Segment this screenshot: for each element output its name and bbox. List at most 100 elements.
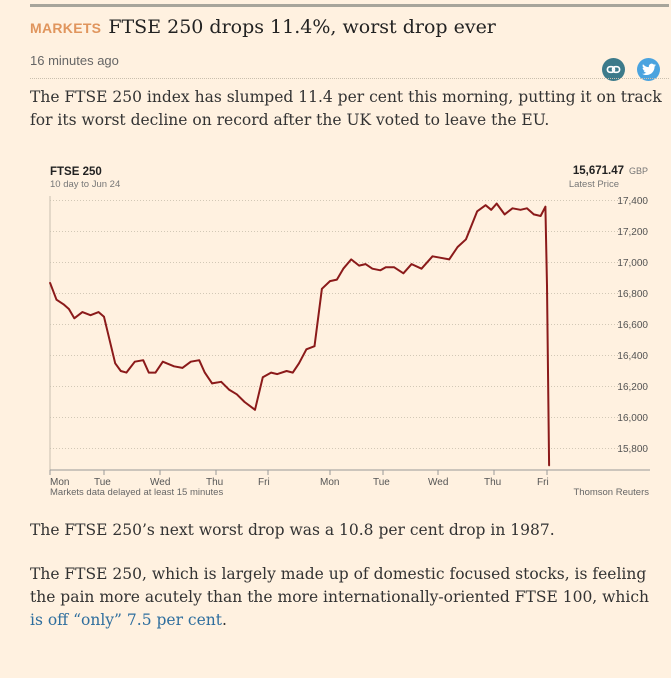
link-icon <box>606 65 621 74</box>
data-point <box>114 362 116 365</box>
data-point <box>448 258 451 261</box>
ftse100-link[interactable]: is off “only” 7.5 per cent <box>30 611 222 629</box>
timestamp: 16 minutes ago <box>30 53 119 68</box>
data-point <box>292 371 294 374</box>
headline-text: FTSE 250 drops 11.4%, worst drop ever <box>108 16 496 38</box>
data-point <box>431 255 434 258</box>
data-point <box>262 376 264 378</box>
data-point <box>298 362 300 365</box>
ftse250-series-line <box>49 202 551 466</box>
data-point <box>358 264 360 267</box>
data-point <box>484 204 487 206</box>
ftse250-chart: 15,800 16,000 16,200 16,400 16,600 16,800 17,0… <box>46 160 650 500</box>
data-point <box>371 267 374 270</box>
header-divider <box>30 78 669 79</box>
x-tick-label: Wed <box>150 477 170 488</box>
latest-price-label: Latest Price <box>569 179 619 190</box>
x-tick-label: Thu <box>484 477 501 488</box>
data-point <box>495 202 498 205</box>
data-point <box>73 317 76 320</box>
data-point <box>190 360 192 363</box>
paragraph-3-text: The FTSE 250, which is largely made up o… <box>30 565 650 606</box>
data-point <box>526 207 528 210</box>
data-point <box>321 288 323 290</box>
x-tick-label: Tue <box>94 477 111 488</box>
x-tick-label: Thu <box>206 477 223 488</box>
paragraph-3: The FTSE 250, which is largely made up o… <box>30 563 666 632</box>
y-tick-label: 17,000 <box>617 258 648 269</box>
x-tick-label: Mon <box>50 477 69 488</box>
data-point <box>198 359 200 361</box>
latest-price-currency: GBP <box>629 166 648 176</box>
data-point <box>89 314 92 316</box>
data-point <box>97 311 100 313</box>
data-point <box>476 210 479 213</box>
section-tag[interactable]: MARKETS <box>30 20 102 36</box>
share-twitter-button[interactable] <box>637 58 660 81</box>
data-point <box>276 373 279 375</box>
data-point <box>236 393 238 396</box>
data-point <box>120 370 122 372</box>
data-point <box>342 267 345 270</box>
data-point <box>68 308 70 310</box>
data-point <box>55 298 58 301</box>
y-tick-label: 16,600 <box>617 320 648 331</box>
data-point <box>548 464 550 467</box>
data-point <box>181 367 184 369</box>
data-point <box>49 281 51 284</box>
y-tick-label: 17,400 <box>617 196 648 207</box>
x-tick-label: Mon <box>320 477 339 488</box>
data-point <box>544 205 547 208</box>
data-point <box>148 371 150 374</box>
chart-subtitle: 10 day to Jun 24 <box>50 179 120 190</box>
y-tick-label: 16,800 <box>617 289 648 300</box>
data-point <box>393 266 395 268</box>
data-point <box>81 311 84 313</box>
data-point <box>336 278 338 281</box>
y-tick-label: 16,400 <box>617 351 648 362</box>
x-tick-label: Wed <box>428 477 448 488</box>
data-point <box>465 238 467 241</box>
data-point <box>154 371 157 374</box>
headline: MARKETS FTSE 250 drops 11.4%, worst drop … <box>30 16 496 38</box>
data-point <box>270 371 272 374</box>
data-point <box>125 371 128 374</box>
share-link-button[interactable] <box>602 58 625 81</box>
data-point <box>539 215 542 217</box>
data-point <box>134 360 136 363</box>
x-tick-label: Fri <box>258 477 270 488</box>
data-point <box>379 269 382 272</box>
data-point <box>204 371 206 374</box>
paragraph-3-end: . <box>222 611 227 629</box>
data-point <box>546 284 548 287</box>
data-point <box>142 359 144 361</box>
paragraph-1: The FTSE 250 index has slumped 11.4 per … <box>30 88 662 129</box>
x-tick-label: Fri <box>537 477 549 488</box>
chart-title: FTSE 250 <box>50 166 102 178</box>
y-tick-label: 15,800 <box>617 444 648 455</box>
data-point <box>243 401 246 403</box>
data-point <box>420 267 423 270</box>
data-point <box>456 246 459 248</box>
twitter-icon <box>641 63 656 76</box>
paragraph-2: The FTSE 250’s next worst drop was a 10.… <box>30 521 555 539</box>
data-point <box>329 280 331 282</box>
data-point <box>440 257 442 259</box>
data-point <box>228 388 230 391</box>
data-point <box>410 263 413 265</box>
data-point <box>305 348 308 351</box>
x-tick-label: Tue <box>373 477 390 488</box>
data-point <box>62 303 65 306</box>
data-point <box>285 370 288 372</box>
chart-source: Thomson Reuters <box>573 487 649 498</box>
latest-price-value: 15,671.47 <box>573 165 624 177</box>
data-point <box>364 263 367 265</box>
top-rule <box>30 4 669 7</box>
chart-data-delay-note: Markets data delayed at least 15 minutes <box>50 487 223 498</box>
data-point <box>350 258 353 261</box>
data-point <box>211 382 213 385</box>
data-point <box>519 209 522 211</box>
data-point <box>313 345 316 347</box>
y-tick-label: 16,200 <box>617 382 648 393</box>
data-point <box>173 365 175 368</box>
